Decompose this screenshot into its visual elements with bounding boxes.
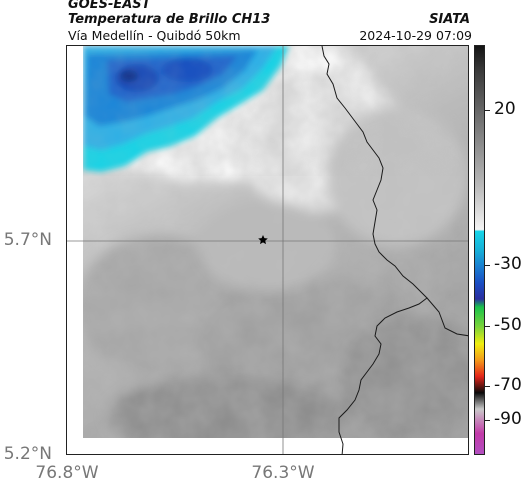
lat-tick-label: 5.2°N	[3, 444, 52, 464]
colorbar-label: -50	[494, 315, 522, 335]
product-title: Temperatura de Brillo CH13	[68, 12, 271, 27]
lon-tick-label: 76.3°W	[251, 463, 315, 483]
colorbar-tick	[485, 386, 490, 387]
timestamp-label: 2024-10-29 07:09	[359, 28, 472, 43]
satellite-name: GOES-EAST	[68, 0, 151, 12]
colorbar-label: -70	[494, 375, 522, 395]
graticule-lines	[67, 46, 468, 454]
department-boundary	[321, 46, 428, 454]
colorbar-tick	[485, 326, 490, 327]
colorbar-label: 20	[494, 99, 516, 119]
colorbar-tick	[485, 420, 490, 421]
colorbar-tick	[485, 110, 490, 111]
satellite-image-field	[83, 46, 468, 438]
brightness-temperature-map	[67, 46, 468, 454]
lat-tick-label: 5.7°N	[3, 230, 52, 250]
organization-label: SIATA	[429, 12, 470, 27]
colorbar-label: -90	[494, 409, 522, 429]
map-panel	[66, 45, 469, 455]
colorbar-label: -30	[494, 254, 522, 274]
department-boundary	[426, 297, 468, 337]
region-subtitle: Vía Medellín - Quibdó 50km	[68, 28, 241, 43]
colorbar-tick	[485, 265, 490, 266]
lon-tick-label: 76.8°W	[35, 463, 99, 483]
station-star-marker	[258, 235, 268, 245]
colorbar	[474, 45, 485, 455]
